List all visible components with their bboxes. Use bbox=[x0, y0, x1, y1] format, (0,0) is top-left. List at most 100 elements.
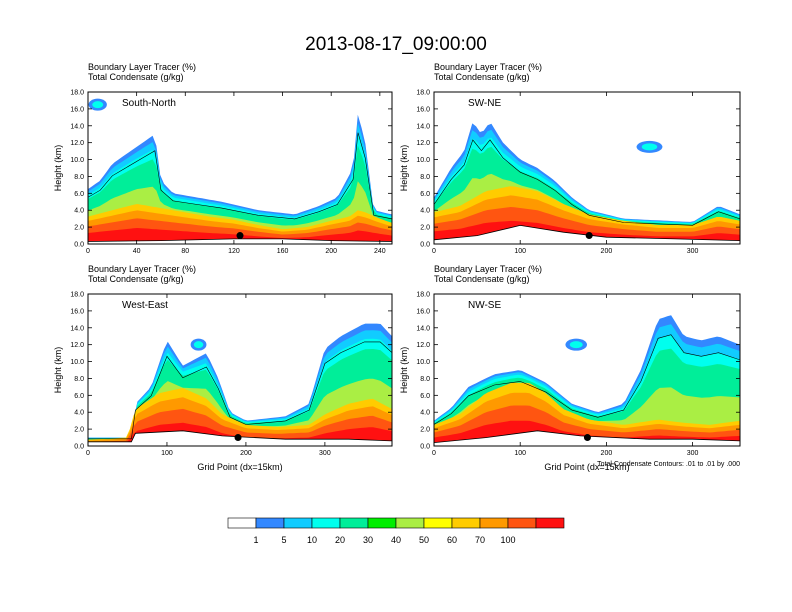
condensate-contour bbox=[88, 341, 392, 440]
y-tick-label: 8.0 bbox=[420, 174, 430, 181]
x-tick-label: 300 bbox=[319, 450, 331, 457]
upper-cloud-core bbox=[193, 341, 204, 349]
colorbar-label: 70 bbox=[475, 535, 485, 545]
colorbar-swatch bbox=[311, 517, 341, 529]
plot-area bbox=[88, 294, 392, 446]
y-tick-label: 4.0 bbox=[420, 410, 430, 417]
x-axis-label: Grid Point (dx=15km) bbox=[197, 462, 282, 472]
colorbar-swatch bbox=[395, 517, 425, 529]
upper-cloud-core bbox=[92, 101, 104, 109]
x-tick-label: 200 bbox=[601, 450, 613, 457]
plot-frame bbox=[433, 91, 741, 245]
x-tick-label: 0 bbox=[86, 450, 90, 457]
y-tick-label: 4.0 bbox=[420, 208, 430, 215]
panel-3: Boundary Layer Tracer (%) Total Condensat… bbox=[399, 264, 741, 472]
x-tick-label: 160 bbox=[277, 248, 289, 255]
colorbar-label: 30 bbox=[363, 535, 373, 545]
y-tick-label: 18.0 bbox=[70, 90, 84, 97]
location-marker bbox=[585, 232, 593, 240]
condensate-contour bbox=[434, 139, 740, 226]
y-tick-label: 18.0 bbox=[416, 292, 430, 299]
x-tick-label: 100 bbox=[514, 248, 526, 255]
plot-frame bbox=[87, 293, 393, 447]
colorbar-swatch bbox=[283, 517, 313, 529]
y-tick-label: 14.0 bbox=[416, 325, 430, 332]
x-tick-label: 80 bbox=[181, 248, 189, 255]
y-tick-label: 10.0 bbox=[416, 157, 430, 164]
panel-header-line: Boundary Layer Tracer (%) bbox=[434, 264, 542, 274]
colorbar-label: 50 bbox=[419, 535, 429, 545]
upper-cloud-core bbox=[641, 143, 658, 151]
x-tick-label: 120 bbox=[228, 248, 240, 255]
y-tick-label: 8.0 bbox=[74, 174, 84, 181]
panel-header-line: Total Condensate (g/kg) bbox=[88, 274, 184, 284]
panel-1: Boundary Layer Tracer (%)Total Condensat… bbox=[399, 62, 741, 255]
y-tick-label: 18.0 bbox=[416, 90, 430, 97]
y-tick-label: 6.0 bbox=[74, 191, 84, 198]
y-tick-label: 4.0 bbox=[74, 208, 84, 215]
plot-frame bbox=[87, 91, 393, 245]
condensate-contour bbox=[88, 132, 392, 220]
y-tick-label: 12.0 bbox=[70, 342, 84, 349]
condensate-contour bbox=[434, 334, 740, 425]
colorbar-swatch bbox=[255, 517, 285, 529]
y-tick-label: 10.0 bbox=[70, 157, 84, 164]
panel-header-line: Boundary Layer Tracer (%) bbox=[88, 62, 196, 72]
colorbar-swatch bbox=[479, 517, 509, 529]
terrain bbox=[434, 224, 740, 244]
colorbar-swatch bbox=[423, 517, 453, 529]
y-tick-label: 0.0 bbox=[74, 242, 84, 249]
panel-header-line: Total Condensate (g/kg) bbox=[88, 72, 184, 82]
y-tick-label: 0.0 bbox=[420, 242, 430, 249]
y-tick-label: 8.0 bbox=[420, 376, 430, 383]
y-tick-label: 16.0 bbox=[416, 308, 430, 315]
y-tick-label: 2.0 bbox=[74, 427, 84, 434]
terrain bbox=[88, 238, 392, 244]
panels: Boundary Layer Tracer (%)Total Condensat… bbox=[53, 62, 741, 472]
plot-area bbox=[434, 294, 740, 446]
colorbar-label: 40 bbox=[391, 535, 401, 545]
panel-header-line: Total Condensate (g/kg) bbox=[434, 72, 530, 82]
x-tick-label: 100 bbox=[514, 450, 526, 457]
y-tick-label: 14.0 bbox=[416, 123, 430, 130]
colorbar: 1 5 10 20 30 40 50 60 70 100 bbox=[227, 517, 565, 545]
x-tick-label: 240 bbox=[374, 248, 386, 255]
y-tick-label: 0.0 bbox=[74, 444, 84, 451]
y-axis-label: Height (km) bbox=[53, 145, 63, 192]
y-tick-label: 12.0 bbox=[70, 140, 84, 147]
plot-frame bbox=[433, 293, 741, 447]
x-tick-label: 40 bbox=[133, 248, 141, 255]
x-tick-label: 0 bbox=[432, 248, 436, 255]
panel-2: Boundary Layer Tracer (%)Total Condensat… bbox=[53, 264, 393, 472]
x-tick-label: 0 bbox=[86, 248, 90, 255]
contour-note: Total Condensate Contours: .01 to .01 by… bbox=[597, 461, 740, 468]
y-tick-label: 8.0 bbox=[74, 376, 84, 383]
panel-0: Boundary Layer Tracer (%)Total Condensat… bbox=[53, 62, 393, 255]
y-tick-label: 16.0 bbox=[70, 308, 84, 315]
panel-label: West-East bbox=[122, 300, 168, 311]
upper-cloud-core bbox=[569, 341, 583, 349]
colorbar-swatch bbox=[339, 517, 369, 529]
y-tick-label: 6.0 bbox=[420, 393, 430, 400]
y-axis-label: Height (km) bbox=[53, 347, 63, 394]
location-marker bbox=[583, 434, 591, 442]
x-axis-label: Grid Point (dx=15km) bbox=[544, 462, 629, 472]
panel-header-line: Boundary Layer Tracer (%) bbox=[88, 264, 196, 274]
panel-label: SW-NE bbox=[468, 98, 501, 109]
x-tick-label: 200 bbox=[240, 450, 252, 457]
x-tick-label: 0 bbox=[432, 450, 436, 457]
panel-header-line: Boundary Layer Tracer (%) bbox=[434, 62, 542, 72]
panel-label: NW-SE bbox=[468, 300, 501, 311]
y-tick-label: 12.0 bbox=[416, 140, 430, 147]
y-tick-label: 16.0 bbox=[416, 106, 430, 113]
colorbar-swatch bbox=[451, 517, 481, 529]
y-tick-label: 2.0 bbox=[420, 427, 430, 434]
y-tick-label: 14.0 bbox=[70, 123, 84, 130]
colorbar-label: 5 bbox=[281, 535, 286, 545]
colorbar-label: 20 bbox=[335, 535, 345, 545]
location-marker bbox=[236, 232, 244, 240]
colorbar-swatch bbox=[227, 517, 257, 529]
y-tick-label: 10.0 bbox=[416, 359, 430, 366]
colorbar-swatch bbox=[507, 517, 537, 529]
y-tick-label: 4.0 bbox=[74, 410, 84, 417]
